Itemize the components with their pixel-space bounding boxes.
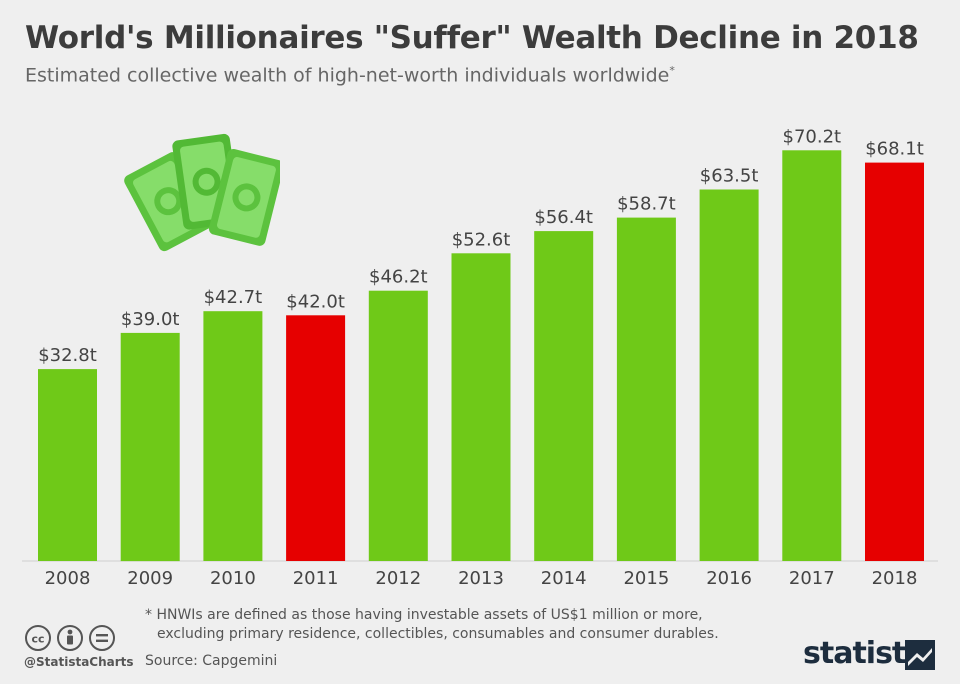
x-tick-label-2016: 2016 xyxy=(706,568,752,589)
data-label-2009: $39.0t xyxy=(121,309,180,330)
x-tick-label-2010: 2010 xyxy=(210,568,256,589)
footnote: * HNWIs are defined as those having inve… xyxy=(145,606,719,644)
x-tick-label-2018: 2018 xyxy=(872,568,918,589)
data-label-2010: $42.7t xyxy=(204,287,263,308)
footnote-line-1: * HNWIs are defined as those having inve… xyxy=(145,607,703,623)
data-label-2014: $56.4t xyxy=(534,207,593,228)
subtitle-text: Estimated collective wealth of high-net-… xyxy=(25,64,670,87)
license-icons: cc xyxy=(25,625,115,651)
x-tick-label-2009: 2009 xyxy=(127,568,173,589)
statista-logo-icon xyxy=(905,640,935,670)
x-tick-label-2014: 2014 xyxy=(541,568,587,589)
page-title: World's Millionaires "Suffer" Wealth Dec… xyxy=(25,20,919,56)
data-label-2017: $70.2t xyxy=(783,126,842,147)
data-label-2015: $58.7t xyxy=(617,194,676,215)
source-note: Source: Capgemini xyxy=(145,653,278,669)
x-tick-label-2011: 2011 xyxy=(293,568,339,589)
bar-2017 xyxy=(782,150,842,562)
bar-chart: $32.8t 2008 $39.0t 2009 $42.7t 2010 $42.0t 2011… xyxy=(22,126,938,589)
cc-icon: cc xyxy=(25,625,51,651)
by-icon xyxy=(57,625,83,651)
bar-2015 xyxy=(616,217,676,561)
x-tick-label-2008: 2008 xyxy=(45,568,91,589)
social-handle: @StatistaCharts xyxy=(24,655,134,669)
svg-text:cc: cc xyxy=(31,633,44,646)
bar-2012 xyxy=(368,290,428,561)
data-label-2012: $46.2t xyxy=(369,267,428,288)
footnote-line-2: excluding primary residence, collectible… xyxy=(157,626,719,642)
x-tick-label-2013: 2013 xyxy=(458,568,504,589)
bar-2011 xyxy=(286,315,346,561)
money-bills-icon xyxy=(124,133,280,252)
bar-2013 xyxy=(451,253,511,562)
data-label-2013: $52.6t xyxy=(452,229,511,250)
x-tick-label-2015: 2015 xyxy=(623,568,669,589)
x-tick-label-2017: 2017 xyxy=(789,568,835,589)
x-tick-label-2012: 2012 xyxy=(375,568,421,589)
subtitle-footnote-mark: * xyxy=(669,64,675,77)
bar-2018 xyxy=(865,162,924,561)
bar-2016 xyxy=(699,189,759,561)
bar-2014 xyxy=(534,231,594,561)
nd-icon xyxy=(89,625,115,651)
bar-2010 xyxy=(203,311,263,561)
data-label-2016: $63.5t xyxy=(700,166,759,187)
data-label-2018: $68.1t xyxy=(865,139,924,160)
bar-2008 xyxy=(38,369,97,561)
data-label-2008: $32.8t xyxy=(38,345,97,366)
bar-2009 xyxy=(120,332,180,562)
data-label-2011: $42.0t xyxy=(286,291,345,312)
page-subtitle: Estimated collective wealth of high-net-… xyxy=(25,64,675,86)
